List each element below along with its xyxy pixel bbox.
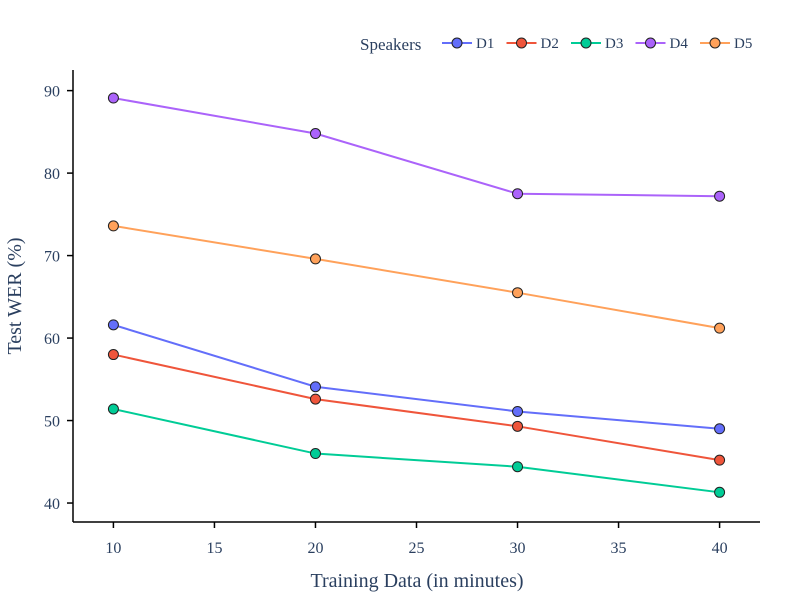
- data-point-d1: [714, 423, 726, 435]
- legend-label: D5: [734, 36, 752, 52]
- x-tick-label: 30: [510, 540, 526, 557]
- x-tick-label: 10: [105, 540, 121, 557]
- legend-marker: [645, 37, 656, 49]
- y-tick-label: 90: [44, 84, 60, 101]
- series-line-d5: [113, 224, 720, 330]
- data-point-d1: [512, 405, 524, 417]
- legend: Speakers D1 D2 D3 D4 D5: [360, 35, 752, 54]
- data-point-d2: [309, 393, 321, 405]
- data-point-d3: [512, 461, 524, 473]
- data-point-d4: [107, 92, 119, 104]
- data-point-d5: [107, 220, 119, 232]
- y-axis-title: Test WER (%): [4, 237, 26, 354]
- legend-item-d2: D2: [506, 36, 559, 52]
- data-point-d1: [107, 319, 119, 331]
- data-point-d4: [309, 128, 321, 140]
- legend-label: D3: [605, 36, 623, 52]
- legend-item-d4: D4: [635, 36, 689, 52]
- legend-item-d3: D3: [571, 36, 623, 52]
- y-tick-label: 70: [44, 249, 60, 266]
- series-d5: [107, 220, 726, 334]
- data-point-d2: [714, 454, 726, 466]
- series-line-d2: [113, 353, 720, 462]
- legend-item-d5: D5: [700, 36, 752, 52]
- y-tick-label: 40: [44, 496, 60, 513]
- legend-title: Speakers: [360, 35, 421, 54]
- y-tick-label: 50: [44, 414, 60, 431]
- data-point-d2: [107, 349, 119, 361]
- data-point-d5: [309, 253, 321, 265]
- legend-label: D4: [670, 36, 689, 52]
- data-point-d3: [714, 486, 726, 498]
- data-point-d3: [309, 448, 321, 460]
- data-point-d4: [714, 190, 726, 202]
- legend-marker: [709, 37, 721, 49]
- y-tick-label: 60: [44, 331, 60, 348]
- x-tick-label: 35: [611, 540, 627, 557]
- series-d2: [107, 349, 726, 466]
- legend-item-d1: D1: [442, 36, 494, 52]
- x-tick-label: 25: [409, 540, 425, 557]
- series-line-d1: [113, 323, 720, 430]
- data-point-d5: [714, 322, 726, 334]
- data-point-d1: [309, 381, 321, 393]
- plot-area: [107, 92, 726, 498]
- series-d4: [107, 92, 726, 202]
- series-d1: [107, 319, 726, 435]
- legend-marker: [580, 37, 592, 49]
- series-d3: [107, 403, 726, 498]
- y-tick-label: 80: [44, 166, 60, 183]
- data-point-d2: [512, 420, 524, 432]
- x-tick-label: 20: [307, 540, 323, 557]
- x-tick-label: 15: [206, 540, 222, 557]
- data-point-d5: [512, 287, 524, 299]
- data-point-d4: [512, 188, 524, 200]
- legend-marker: [516, 37, 527, 49]
- legend-label: D2: [541, 36, 559, 52]
- x-tick-label: 40: [712, 540, 728, 557]
- axes: 10 15 20 25 30 35 40 40 50 60 70 80 90: [44, 70, 760, 557]
- series-line-d4: [113, 97, 720, 198]
- data-point-d3: [107, 403, 119, 415]
- series-line-d3: [113, 408, 720, 494]
- legend-marker: [451, 37, 463, 49]
- legend-label: D1: [476, 36, 494, 52]
- x-axis-title: Training Data (in minutes): [310, 570, 523, 592]
